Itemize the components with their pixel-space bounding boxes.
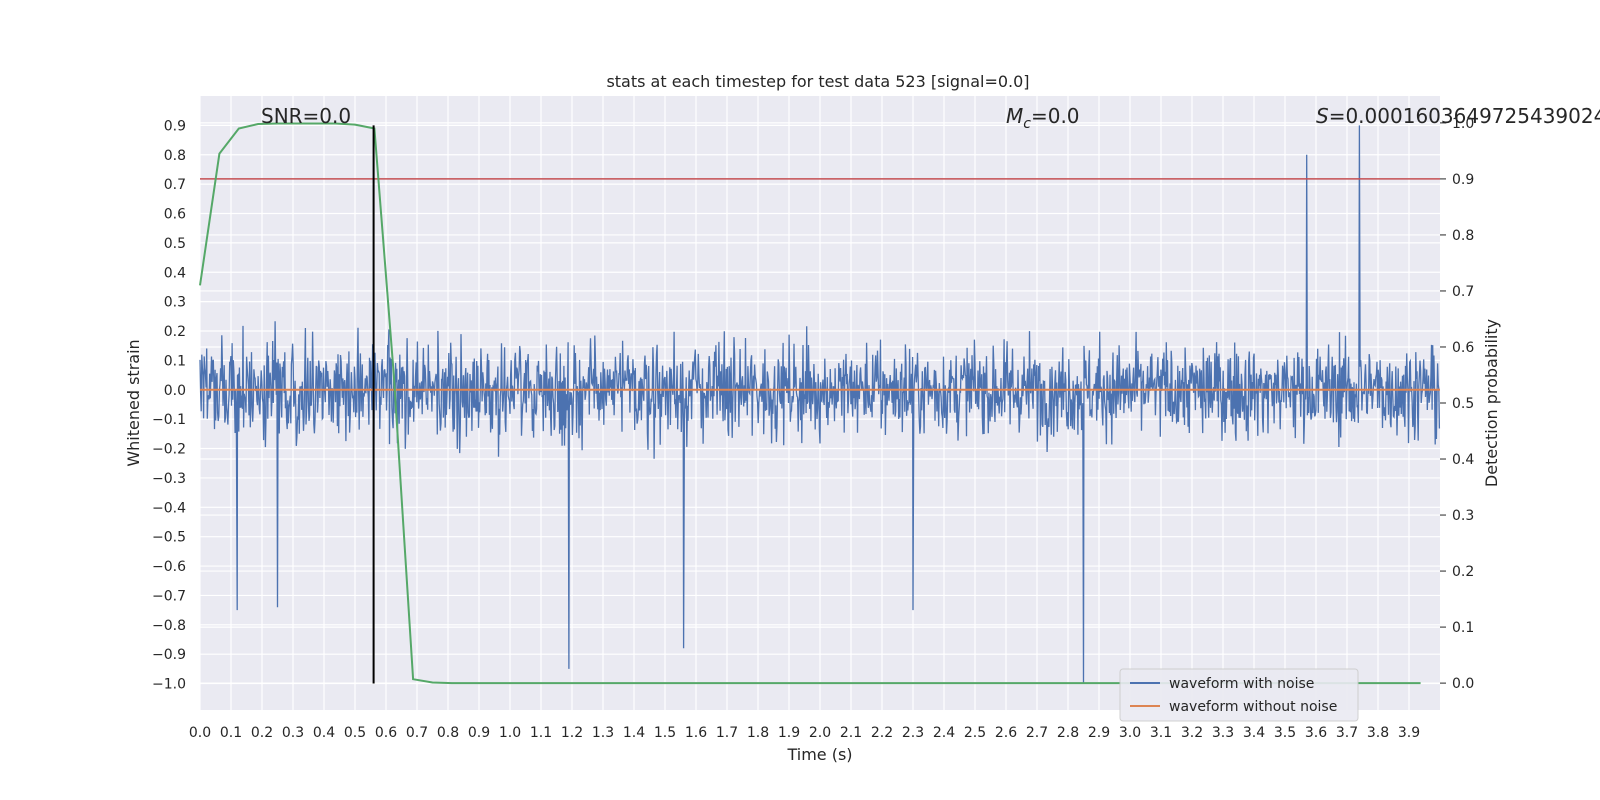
y2-tick-label: 0.3 [1452,508,1474,524]
x-axis-label: Time (s) [786,745,852,764]
mc-value: =0.0 [1031,104,1080,128]
y-tick-label: 0.6 [164,207,186,223]
y-tick-label: −0.4 [152,500,186,516]
x-tick-label: 1.0 [499,725,521,741]
x-tick-label: 0.3 [282,725,304,741]
y-tick-label: −0.1 [152,412,186,428]
s-annotation: S=0.00016036497254390244 [1316,104,1600,128]
x-tick-label: 2.1 [840,725,862,741]
x-tick-label: 3.6 [1305,725,1327,741]
x-tick-label: 1.9 [778,725,800,741]
x-tick-label: 3.8 [1367,725,1389,741]
y2-tick-label: 0.8 [1452,228,1474,244]
x-tick-label: 1.6 [685,725,707,741]
x-tick-label: 0.4 [313,725,335,741]
y-tick-label: 0.8 [164,148,186,164]
x-tick-label: 3.1 [1150,725,1172,741]
x-tick-label: 1.2 [561,725,583,741]
y-tick-label: 0.1 [164,353,186,369]
x-tick-label: 3.5 [1274,725,1296,741]
mc-annotation: Mc=0.0 [1006,104,1080,132]
y2-tick-label: 0.9 [1452,172,1474,188]
x-tick-label: 0.7 [406,725,428,741]
mc-symbol: M [1006,104,1023,128]
x-tick-label: 1.5 [654,725,676,741]
legend-box [1119,668,1359,722]
x-tick-label: 2.9 [1088,725,1110,741]
x-tick-label: 0.1 [220,725,242,741]
mc-subscript: c [1023,116,1031,132]
y-tick-label: 0.2 [164,324,186,340]
legend: waveform with noise waveform without noi… [1119,668,1359,722]
y2-tick-label: 0.2 [1452,564,1474,580]
x-tick-label: 3.0 [1119,725,1141,741]
y2-tick-label: 0.1 [1452,620,1474,636]
x-tick-label: 3.2 [1181,725,1203,741]
y-tick-label: 0.3 [164,295,186,311]
series-waveform-with-noise [199,125,1441,684]
x-tick-label: 3.9 [1398,725,1420,741]
x-tick-label: 2.3 [902,725,924,741]
x-tick-label: 0.6 [375,725,397,741]
series-detection-probability [199,122,1421,685]
y-tick-label: −0.9 [152,647,186,663]
y-tick-label: −0.3 [152,471,186,487]
x-tick-label: 3.3 [1212,725,1234,741]
x-tick-label: 0.9 [468,725,490,741]
x-tick-label: 1.4 [623,725,645,741]
s-value: =0.00016036497254390244 [1329,104,1600,128]
y-tick-label: 0.0 [164,383,186,399]
y-tick-label: −0.8 [152,618,186,634]
x-tick-label: 0.5 [344,725,366,741]
y2-tick-label: 1.0 [1452,116,1474,132]
x-tick-label: 0.8 [437,725,459,741]
legend-label-noise: waveform with noise [1169,676,1314,692]
x-tick-label: 1.1 [530,725,552,741]
x-tick-label: 2.7 [1026,725,1048,741]
y2-axis-label: Detection probability [1482,319,1501,487]
y2-tick-label: 0.4 [1452,452,1474,468]
legend-label-clean: waveform without noise [1169,699,1337,715]
x-tick-label: 0.2 [251,725,273,741]
y-tick-label: 0.4 [164,265,186,281]
tick-layer: 0.0 0.1 0.2 0.3 0.4 0.5 0.6 0.7 0.8 0.9 1.0 1.1 1.2 1… [152,116,1474,741]
y-axis-label: Whitened strain [124,339,143,466]
y-tick-label: −0.2 [152,442,186,458]
x-tick-label: 2.6 [995,725,1017,741]
x-tick-label: 2.5 [964,725,986,741]
x-tick-label: 3.7 [1336,725,1358,741]
x-tick-label: 1.3 [592,725,614,741]
y-tick-label: 0.7 [164,177,186,193]
series-layer [199,122,1441,685]
y-tick-label: −1.0 [152,677,186,693]
x-tick-label: 2.8 [1057,725,1079,741]
chart-title: stats at each timestep for test data 523… [606,72,1029,91]
y2-tick-label: 0.0 [1452,676,1474,692]
y2-tick-label: 0.5 [1452,396,1474,412]
snr-annotation: SNR=0.0 [261,104,351,128]
y2-tick-label: 0.6 [1452,340,1474,356]
x-tick-label: 1.8 [747,725,769,741]
y-tick-label: 0.9 [164,118,186,134]
x-tick-label: 2.2 [871,725,893,741]
x-tick-label: 0.0 [189,725,211,741]
x-tick-label: 2.4 [933,725,955,741]
x-tick-label: 1.7 [716,725,738,741]
x-tick-label: 3.4 [1243,725,1265,741]
y-tick-label: −0.7 [152,588,186,604]
s-symbol: S [1316,104,1329,128]
x-tick-label: 2.0 [809,725,831,741]
y2-tick-label: 0.7 [1452,284,1474,300]
y-tick-label: −0.6 [152,559,186,575]
y-tick-label: −0.5 [152,530,186,546]
y-tick-label: 0.5 [164,236,186,252]
